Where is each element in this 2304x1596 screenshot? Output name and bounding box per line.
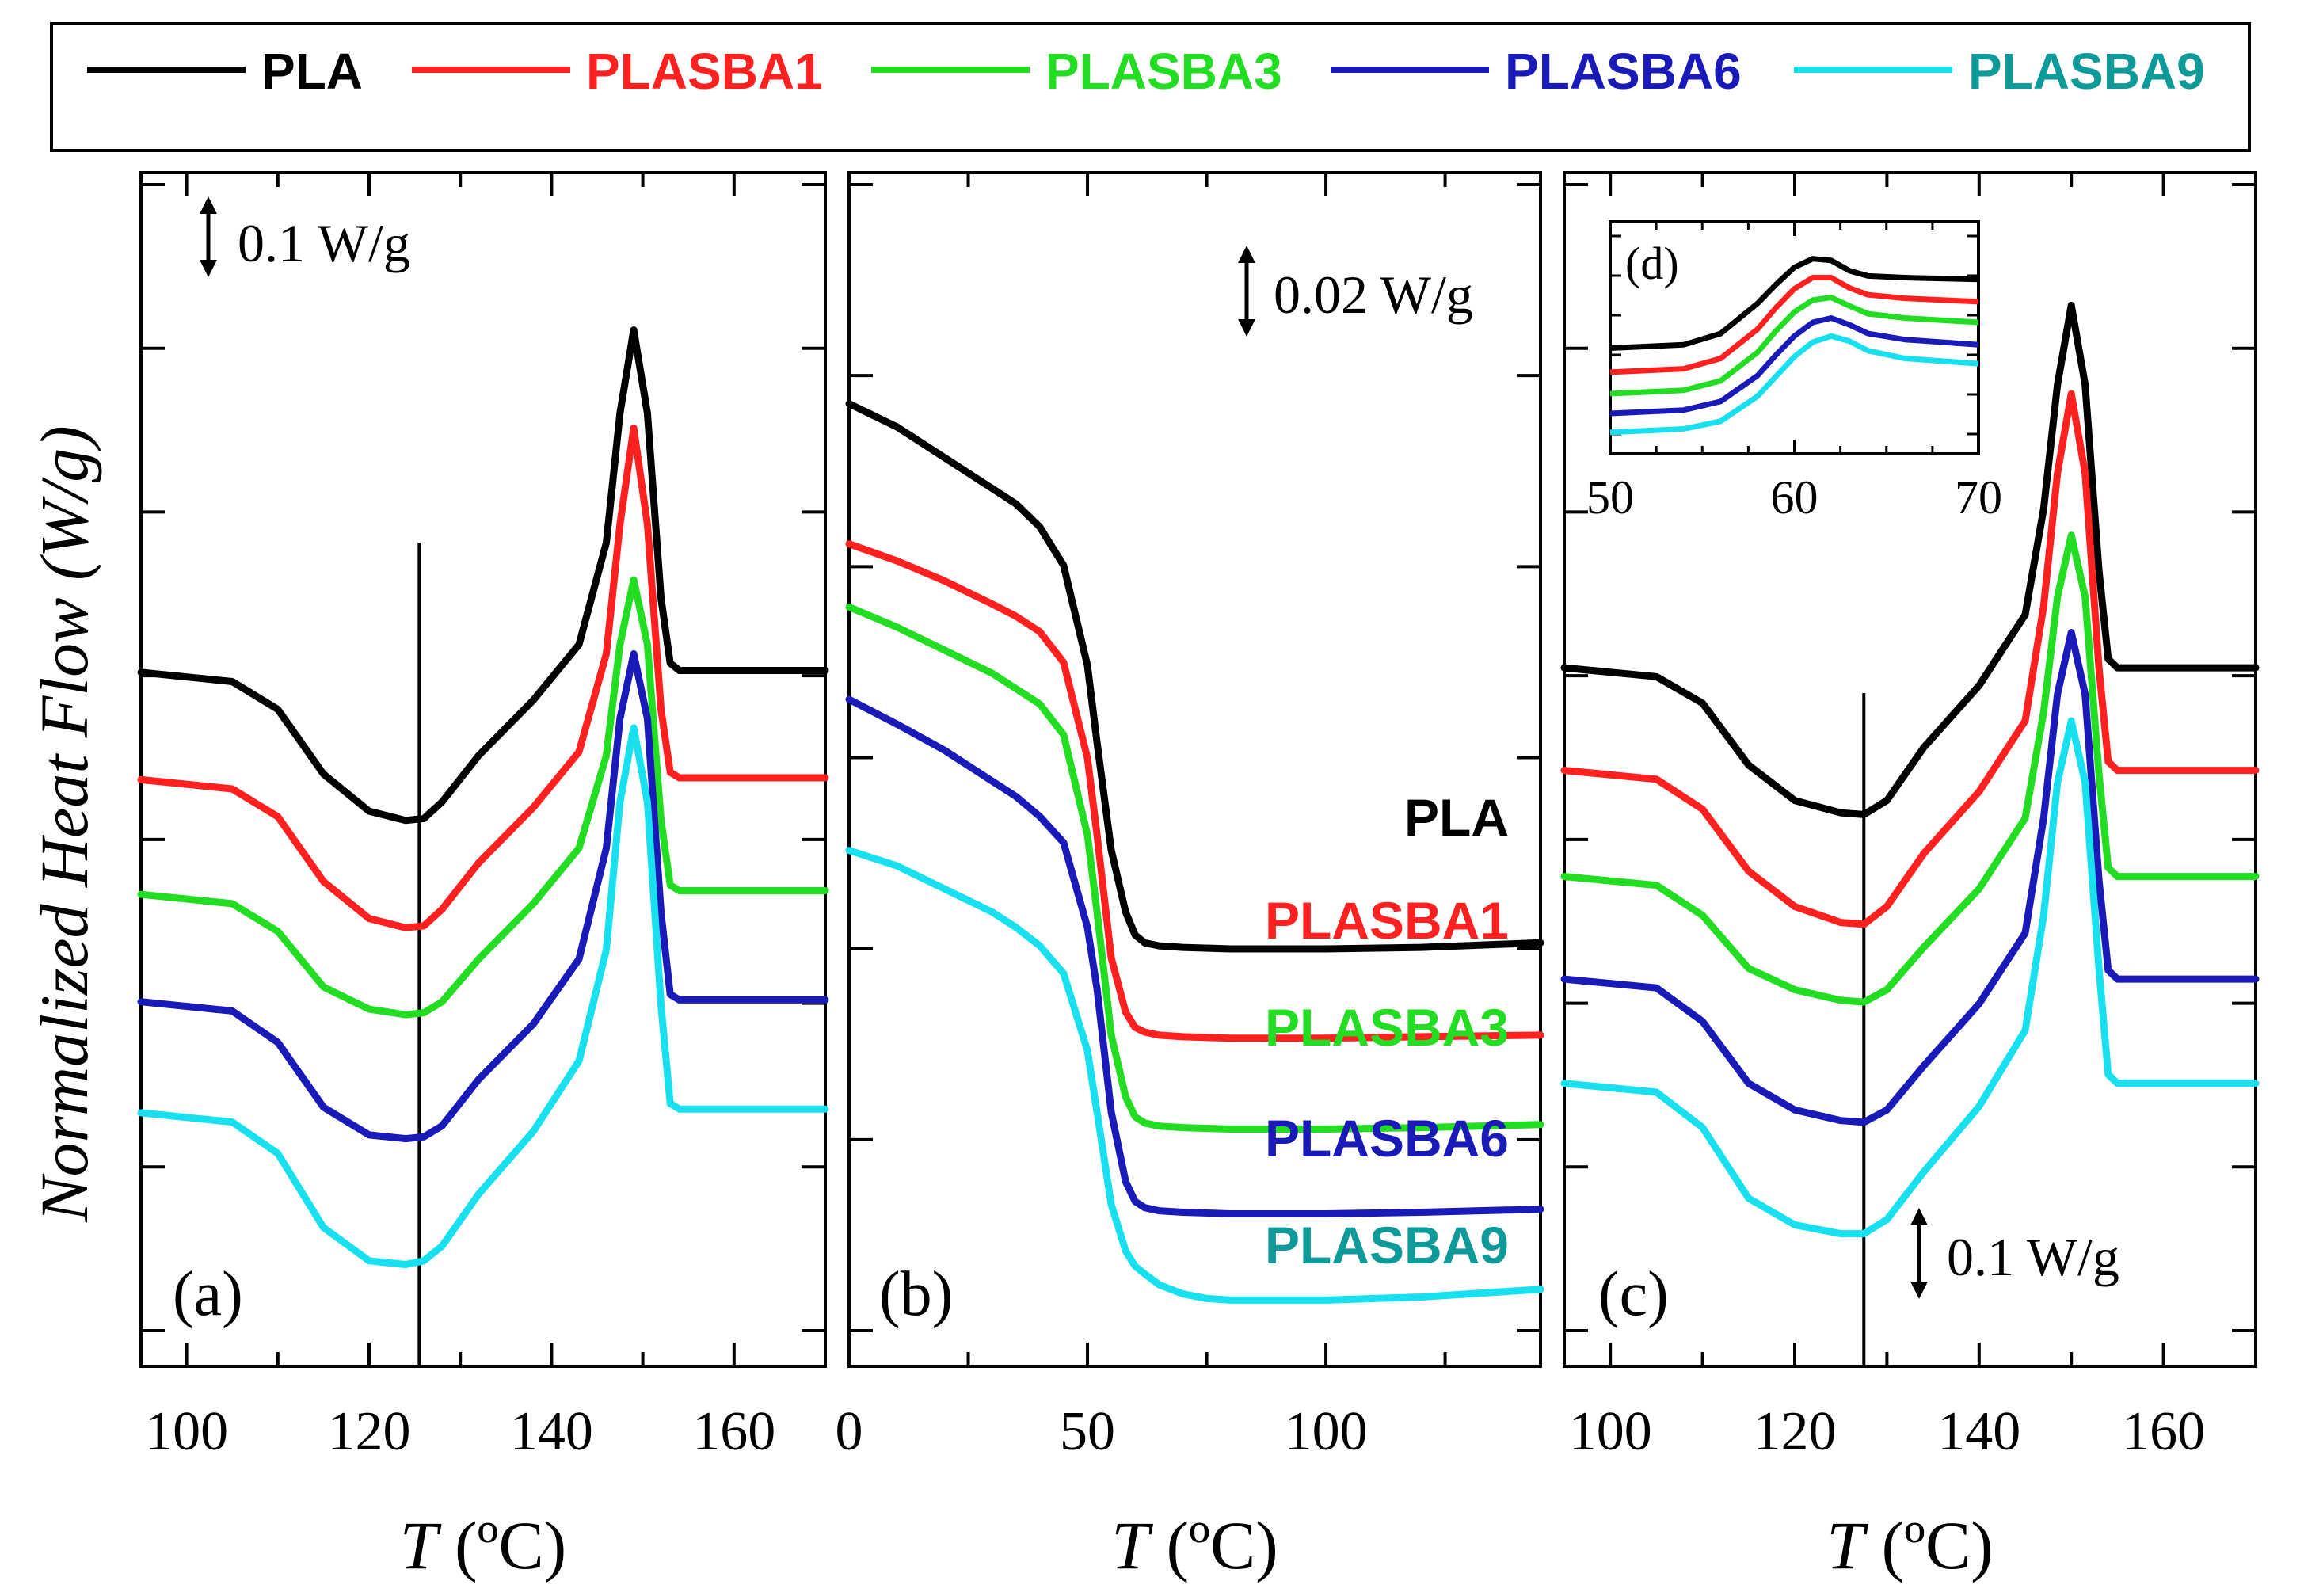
series-line-plasba9	[137, 724, 829, 1268]
inset-series-line-pla	[1609, 256, 1979, 351]
x-axis-label-unit: (ºC)	[1149, 1507, 1278, 1583]
inset-series-line-plasba1	[1609, 275, 1979, 375]
legend-label-plasba9: PLASBA9	[1968, 43, 2205, 100]
arrow-down-icon	[1238, 319, 1255, 337]
x-tick-label: 140	[1937, 1401, 2020, 1462]
y-ticks	[141, 183, 825, 1332]
inset-x-tick-label: 70	[1955, 471, 2002, 524]
series-line-plasba9	[1560, 717, 2260, 1238]
inset-series-line-plasba9	[1609, 333, 1979, 436]
x-tick-label: 50	[1060, 1401, 1115, 1462]
series-line-plasba6	[1560, 629, 2260, 1126]
arrow-down-icon	[1910, 1282, 1928, 1299]
scale-bar: 0.1 W/g	[1910, 1208, 2119, 1299]
series-line-plasba1	[1560, 390, 2260, 928]
scale-bar: 0.02 W/g	[1238, 246, 1473, 337]
arrow-up-icon	[1238, 246, 1255, 263]
x-tick-label: 100	[145, 1401, 228, 1462]
x-tick-label: 140	[510, 1401, 593, 1462]
series-label-plasba6: PLASBA6	[1265, 1109, 1509, 1167]
y-ticks	[1564, 183, 2256, 1332]
inset-series-line-plasba3	[1609, 295, 1979, 397]
x-axis-label-symbol: T	[1111, 1507, 1153, 1583]
scale-bar-label: 0.1 W/g	[238, 213, 410, 273]
arrow-down-icon	[200, 260, 217, 277]
scale-bar-label: 0.1 W/g	[1947, 1227, 2119, 1287]
x-axis-label: T (ºC)	[400, 1507, 567, 1583]
panel-frame	[847, 171, 1542, 1368]
scale-bar-label: 0.02 W/g	[1274, 265, 1473, 325]
legend-label-plasba6: PLASBA6	[1505, 43, 1742, 100]
series-line-plasba3	[845, 603, 1544, 1133]
legend: PLA PLASBA1 PLASBA3 PLASBA6 PLASBA9	[50, 22, 2251, 152]
x-tick-label: 120	[328, 1401, 411, 1462]
x-tick-label: 0	[836, 1401, 863, 1462]
legend-label-pla: PLA	[261, 43, 363, 100]
x-tick-label: 160	[2122, 1401, 2205, 1462]
series-label-plasba3: PLASBA3	[1265, 998, 1509, 1057]
series-label-pla: PLA	[1404, 788, 1509, 847]
series-line-pla	[1560, 301, 2260, 818]
x-ticks	[847, 173, 1447, 1366]
inset-series-line-plasba6	[1609, 315, 1979, 417]
scale-bar: 0.1 W/g	[200, 196, 410, 277]
inset-d: 50 60 70 (d)	[1586, 220, 2002, 524]
x-ticks	[185, 173, 827, 1366]
x-axis-label-unit: (ºC)	[1864, 1507, 1994, 1583]
x-axis-label: T (ºC)	[1826, 1507, 1994, 1583]
series-line-pla	[137, 326, 829, 825]
panel-label: (a)	[173, 1259, 243, 1329]
series-line-plasba9	[845, 847, 1544, 1304]
x-axis-label: T (ºC)	[1111, 1507, 1278, 1583]
panel-label: (c)	[1598, 1259, 1669, 1329]
x-tick-label: 100	[1569, 1401, 1652, 1462]
panel-label: (b)	[879, 1259, 953, 1329]
panel-a: 100 120 140 160 T (ºC) (a) 0.1 W/g	[137, 171, 829, 1583]
panel-c: 100 120 140 160 T (ºC) (c) 0.1 W/g	[1560, 171, 2260, 1583]
arrow-up-icon	[1910, 1208, 1928, 1225]
series-label-plasba1: PLASBA1	[1265, 891, 1509, 950]
inset-panel-label: (d)	[1625, 238, 1679, 289]
series-line-plasba6	[137, 650, 829, 1143]
x-ticks	[1609, 173, 2257, 1366]
series-line-pla	[845, 400, 1544, 953]
x-tick-label: 120	[1754, 1401, 1837, 1462]
inset-x-tick-label: 50	[1586, 471, 1634, 524]
series-line-plasba6	[845, 695, 1544, 1217]
y-ticks	[849, 183, 1540, 1332]
x-tick-label: 160	[692, 1401, 775, 1462]
series-line-plasba3	[137, 576, 829, 1019]
inset-x-tick-label: 60	[1771, 471, 1818, 524]
series-line-plasba1	[845, 540, 1544, 1042]
x-axis-label-symbol: T	[1826, 1507, 1868, 1583]
legend-frame	[50, 22, 2251, 152]
panel-frame	[139, 171, 827, 1368]
series-label-plasba9: PLASBA9	[1265, 1216, 1509, 1274]
legend-label-plasba1: PLASBA1	[586, 43, 823, 100]
x-axis-label-symbol: T	[400, 1507, 442, 1583]
series-line-plasba1	[137, 424, 829, 931]
arrow-up-icon	[200, 196, 217, 214]
series-line-plasba3	[1560, 531, 2260, 1006]
legend-label-plasba3: PLASBA3	[1045, 43, 1282, 100]
y-axis-label: Normalized Heat Flow (W/g)	[26, 425, 102, 1223]
x-tick-label: 100	[1285, 1401, 1368, 1462]
x-axis-label-unit: (ºC)	[438, 1507, 567, 1583]
